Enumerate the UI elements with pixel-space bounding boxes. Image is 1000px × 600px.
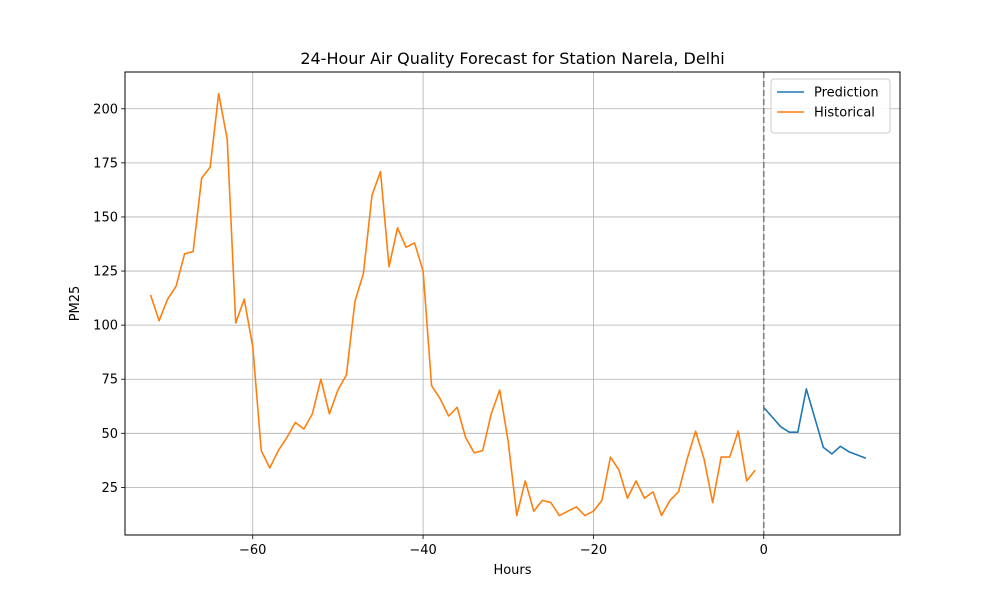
y-axis-label: PM25 xyxy=(68,286,83,322)
x-tick-label: 0 xyxy=(760,543,768,558)
y-tick-label: 75 xyxy=(101,373,118,388)
y-tick-label: 200 xyxy=(93,102,118,117)
y-tick-label: 25 xyxy=(101,481,118,496)
y-tick-label: 150 xyxy=(93,210,118,225)
grid xyxy=(125,72,900,535)
y-tick-label: 50 xyxy=(101,427,118,442)
y-tick-label: 125 xyxy=(93,265,118,280)
x-tick-label: −20 xyxy=(580,543,607,558)
x-tick-label: −60 xyxy=(239,543,266,558)
axes-frame xyxy=(124,71,901,536)
legend-label-prediction: Prediction xyxy=(814,86,879,101)
ticks: −60 −40 −20 0 25 50 75 100 125 150 175 200 xyxy=(93,102,768,558)
legend-label-historical: Historical xyxy=(814,106,875,121)
series-line-prediction xyxy=(763,388,867,459)
y-tick-label: 100 xyxy=(93,319,118,334)
series-line-historical xyxy=(149,92,756,517)
legend: Prediction Historical xyxy=(770,78,891,134)
y-tick-label: 175 xyxy=(93,156,118,171)
chart-title: 24-Hour Air Quality Forecast for Station… xyxy=(300,49,724,68)
x-axis-label: Hours xyxy=(493,563,531,578)
x-tick-label: −40 xyxy=(409,543,436,558)
series-layer xyxy=(149,72,867,535)
